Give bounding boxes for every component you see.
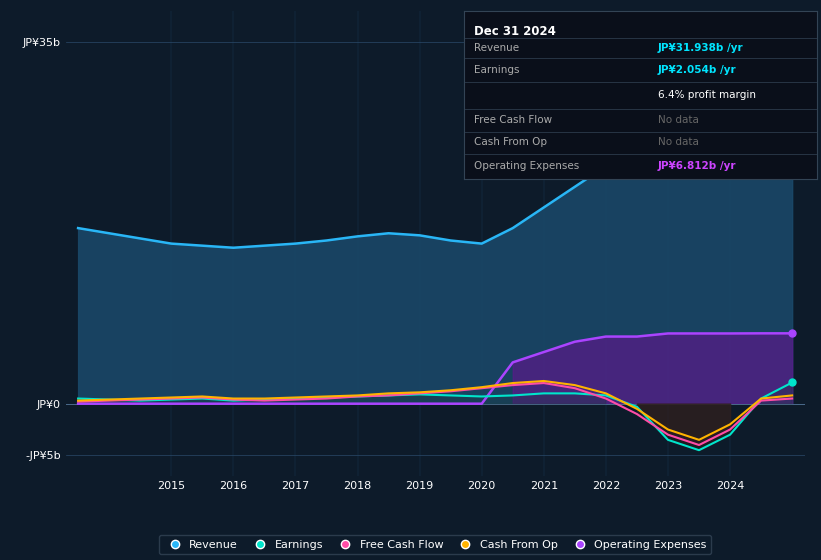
Text: Operating Expenses: Operating Expenses — [475, 161, 580, 171]
Text: JP¥31.938b /yr: JP¥31.938b /yr — [658, 43, 744, 53]
Text: Earnings: Earnings — [475, 65, 520, 75]
Text: No data: No data — [658, 137, 699, 147]
Text: 6.4% profit margin: 6.4% profit margin — [658, 90, 756, 100]
Text: Revenue: Revenue — [475, 43, 520, 53]
Text: JP¥6.812b /yr: JP¥6.812b /yr — [658, 161, 736, 171]
Text: Dec 31 2024: Dec 31 2024 — [475, 25, 557, 38]
Text: No data: No data — [658, 115, 699, 125]
Text: Free Cash Flow: Free Cash Flow — [475, 115, 553, 125]
Text: Cash From Op: Cash From Op — [475, 137, 548, 147]
Text: JP¥2.054b /yr: JP¥2.054b /yr — [658, 65, 736, 75]
Legend: Revenue, Earnings, Free Cash Flow, Cash From Op, Operating Expenses: Revenue, Earnings, Free Cash Flow, Cash … — [159, 535, 711, 554]
